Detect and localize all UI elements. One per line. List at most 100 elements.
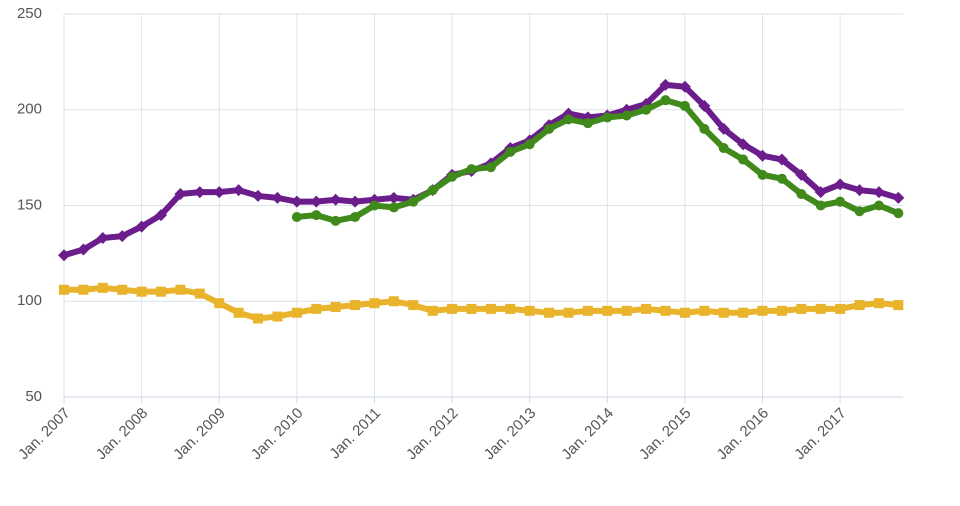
marker (853, 184, 866, 197)
marker (214, 298, 225, 309)
marker (815, 200, 826, 211)
marker (718, 143, 729, 154)
marker (194, 288, 205, 299)
marker (582, 305, 593, 316)
x-tick-label: Jan. 2009 (170, 405, 229, 464)
marker (544, 123, 555, 134)
marker (447, 303, 458, 314)
marker (427, 305, 438, 316)
marker (602, 112, 613, 123)
marker (815, 303, 826, 314)
marker (699, 123, 710, 134)
marker (776, 305, 787, 316)
marker (58, 249, 70, 262)
marker (854, 300, 865, 311)
marker (78, 284, 89, 295)
marker (213, 186, 226, 199)
marker (466, 303, 477, 314)
y-tick-label: 100 (17, 292, 42, 309)
marker (271, 191, 284, 204)
marker (582, 118, 593, 129)
marker (349, 195, 362, 208)
marker (272, 311, 283, 322)
marker (892, 191, 905, 204)
marker (59, 284, 69, 295)
marker (330, 301, 341, 312)
x-tick-label: Jan. 2014 (558, 405, 617, 464)
marker (873, 200, 884, 211)
marker (602, 305, 613, 316)
marker (524, 139, 535, 150)
marker (814, 186, 827, 199)
marker (660, 95, 671, 106)
marker (756, 149, 769, 162)
marker (369, 200, 380, 211)
x-tick-label: Jan. 2010 (248, 405, 307, 464)
marker (290, 195, 303, 208)
x-tick-label: Jan. 2008 (93, 405, 152, 464)
marker (796, 189, 807, 200)
y-tick-label: 200 (17, 101, 42, 118)
x-tick-label: Jan. 2007 (15, 405, 74, 464)
marker (408, 196, 419, 207)
marker (447, 171, 458, 182)
marker (77, 243, 90, 256)
marker (485, 162, 496, 173)
marker (387, 191, 400, 204)
marker (156, 286, 167, 297)
marker (330, 215, 341, 226)
marker (621, 110, 632, 121)
x-tick-label: Jan. 2013 (481, 405, 540, 464)
marker (872, 186, 885, 199)
marker (253, 313, 264, 324)
marker (311, 210, 322, 221)
marker (757, 305, 768, 316)
marker (505, 303, 516, 314)
marker (641, 104, 652, 115)
marker (776, 173, 787, 184)
marker (738, 154, 749, 165)
marker (835, 303, 846, 314)
marker (834, 178, 847, 191)
marker (699, 305, 710, 316)
marker (427, 185, 438, 196)
marker (310, 195, 323, 208)
marker (718, 307, 729, 318)
y-tick-label: 250 (17, 5, 42, 22)
marker (311, 303, 322, 314)
marker (893, 300, 904, 311)
marker (232, 184, 245, 197)
marker (854, 206, 865, 217)
marker (737, 138, 750, 151)
marker (193, 186, 206, 199)
marker (408, 300, 419, 311)
marker (621, 305, 632, 316)
marker (893, 208, 904, 219)
marker (369, 298, 380, 309)
marker (388, 296, 399, 307)
x-tick-label: Jan. 2012 (403, 405, 462, 464)
marker (717, 122, 730, 135)
marker (659, 78, 672, 91)
marker (291, 211, 302, 222)
series-line (296, 96, 900, 224)
marker (329, 193, 342, 206)
marker (136, 286, 147, 297)
x-tick-label: Jan. 2015 (636, 405, 695, 464)
marker (233, 307, 244, 318)
marker (775, 153, 788, 166)
marker (117, 284, 128, 295)
marker (388, 202, 399, 213)
marker (563, 114, 574, 125)
marker (155, 209, 168, 222)
x-tick-label: Jan. 2016 (714, 405, 773, 464)
marker (795, 168, 808, 181)
y-tick-label: 50 (25, 388, 42, 405)
marker (350, 211, 361, 222)
marker (698, 99, 711, 112)
marker (835, 196, 846, 207)
marker (252, 189, 265, 202)
marker (175, 284, 186, 295)
y-tick-label: 150 (17, 196, 42, 213)
